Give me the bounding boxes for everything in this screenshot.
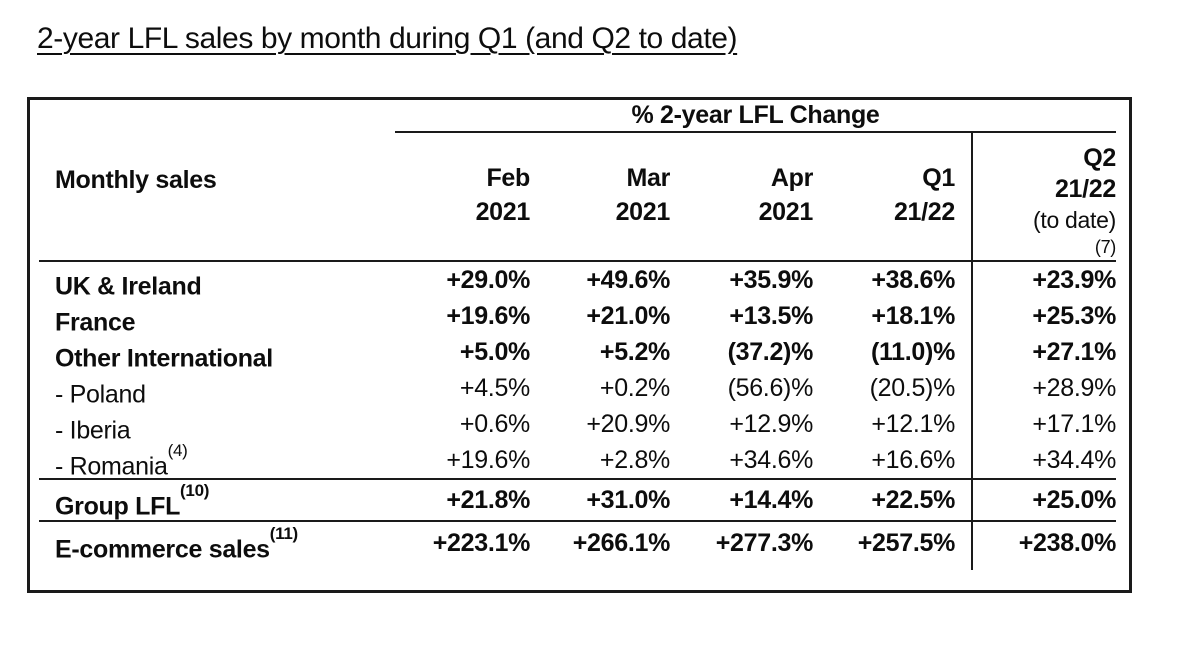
- cell-apr-2021: +12.9%: [729, 410, 813, 438]
- header-line2: 2021: [475, 198, 531, 226]
- header-line1: Q1: [922, 164, 955, 192]
- row-label: UK & Ireland: [30, 262, 395, 304]
- cell-feb-2021: +21.8%: [446, 486, 530, 514]
- column-header-q2: Q2 21/22 (to date) (7): [971, 133, 1129, 260]
- cell-mar-2021: +5.2%: [599, 338, 670, 366]
- cell-q2: +25.3%: [971, 298, 1129, 341]
- column-header-apr-2021: Apr 2021: [676, 133, 818, 260]
- cell-apr-2021: (56.6)%: [727, 374, 814, 402]
- group-header-cell: % 2-year LFL Change: [395, 100, 1116, 133]
- cell-q2: +28.9%: [971, 370, 1129, 413]
- cell-apr-2021: +34.6%: [729, 446, 813, 474]
- header-line1: Feb: [486, 164, 530, 192]
- column-header-feb-2021: Feb 2021: [395, 133, 536, 260]
- header-line2: 21/22: [893, 198, 955, 226]
- cell-q1: +12.1%: [871, 410, 955, 438]
- header-line2: 21/22: [1054, 175, 1116, 203]
- column-header-monthly-sales: Monthly sales: [55, 166, 217, 194]
- cell-apr-2021: +14.4%: [729, 486, 813, 514]
- row-label: - Iberia: [30, 406, 395, 448]
- row-label-text: Other International: [55, 344, 273, 373]
- cell-feb-2021: +4.5%: [459, 374, 530, 402]
- row-label: E-commerce sales(11): [30, 522, 395, 570]
- row-label-text: Group LFL: [55, 492, 181, 521]
- cell-feb-2021: +19.6%: [446, 302, 530, 330]
- cell-q1: +16.6%: [871, 446, 955, 474]
- cell-apr-2021: +35.9%: [729, 266, 813, 294]
- cell-q2: +25.0%: [971, 480, 1129, 527]
- cell-mar-2021: +21.0%: [586, 302, 670, 330]
- group-header-spacer: [30, 100, 395, 133]
- cell-mar-2021: +2.8%: [599, 446, 670, 474]
- header-line1: Mar: [626, 164, 670, 192]
- header-separator: [39, 260, 1116, 262]
- table-row-ecommerce-sales: E-commerce sales(11) +223.1% +266.1% +27…: [30, 522, 1129, 571]
- row-label: Group LFL(10): [30, 480, 395, 526]
- cell-feb-2021: +223.1%: [432, 529, 531, 557]
- row-label-footnote: (11): [269, 524, 298, 543]
- page-title: 2-year LFL sales by month during Q1 (and…: [37, 22, 738, 55]
- row-label-text: - Poland: [55, 380, 146, 409]
- column-header-q1: Q1 21/22: [818, 133, 971, 260]
- cell-q1: +38.6%: [871, 266, 955, 294]
- cell-mar-2021: +49.6%: [586, 266, 670, 294]
- header-to-date: (to date): [1033, 207, 1116, 233]
- row-label-footnote: (4): [167, 441, 188, 460]
- cell-q1: +257.5%: [857, 529, 956, 557]
- row-label-text: France: [55, 308, 136, 337]
- column-header-mar-2021: Mar 2021: [536, 133, 676, 260]
- cell-mar-2021: +20.9%: [586, 410, 670, 438]
- table-row-iberia: - Iberia +0.6% +20.9% +12.9% +12.1% +17.…: [30, 406, 1129, 449]
- header-footnote: (7): [1094, 237, 1116, 257]
- cell-feb-2021: +0.6%: [459, 410, 530, 438]
- row-label: - Romania(4): [30, 441, 395, 484]
- row-label-text: - Iberia: [55, 416, 131, 445]
- row-label: France: [30, 298, 395, 340]
- cell-q2: +23.9%: [971, 262, 1129, 305]
- row-label-text: - Romania: [55, 452, 168, 481]
- cell-feb-2021: +5.0%: [459, 338, 530, 366]
- table-row-poland: - Poland +4.5% +0.2% (56.6)% (20.5)% +28…: [30, 370, 1129, 413]
- row-label: - Poland: [30, 370, 395, 412]
- group-header-row: % 2-year LFL Change: [30, 100, 1129, 133]
- cell-mar-2021: +31.0%: [586, 486, 670, 514]
- cell-q2: +17.1%: [971, 406, 1129, 449]
- row-label-footnote: (10): [180, 481, 210, 500]
- table-row-other-international: Other International +5.0% +5.2% (37.2)% …: [30, 334, 1129, 377]
- cell-q2: +27.1%: [971, 334, 1129, 377]
- cell-apr-2021: +277.3%: [715, 529, 814, 557]
- ecommerce-separator: [39, 520, 1116, 522]
- cell-feb-2021: +29.0%: [446, 266, 530, 294]
- group-lfl-separator: [39, 478, 1116, 480]
- header-line1: Apr: [770, 164, 813, 192]
- cell-q1: +22.5%: [871, 486, 955, 514]
- cell-q1: (11.0)%: [870, 338, 955, 366]
- header-line1: Q2: [1083, 144, 1116, 172]
- row-label: Other International: [30, 334, 395, 376]
- row-label-text: UK & Ireland: [55, 272, 202, 301]
- group-header-label: % 2-year LFL Change: [631, 101, 880, 129]
- cell-apr-2021: +13.5%: [729, 302, 813, 330]
- header-line2: 2021: [758, 198, 814, 226]
- cell-q1: (20.5)%: [869, 374, 956, 402]
- cell-feb-2021: +19.6%: [446, 446, 530, 474]
- table-row-romania: - Romania(4) +19.6% +2.8% +34.6% +16.6% …: [30, 441, 1129, 485]
- table-row-uk-ireland: UK & Ireland +29.0% +49.6% +35.9% +38.6%…: [30, 262, 1129, 305]
- header-line2: 2021: [615, 198, 671, 226]
- table-row-group-lfl: Group LFL(10) +21.8% +31.0% +14.4% +22.5…: [30, 480, 1129, 527]
- cell-mar-2021: +0.2%: [599, 374, 670, 402]
- cell-q2: +34.4%: [971, 442, 1129, 485]
- column-header-row: Monthly sales Feb 2021 Mar 2021 Apr 2021…: [30, 133, 1129, 260]
- cell-mar-2021: +266.1%: [572, 529, 671, 557]
- cell-apr-2021: (37.2)%: [727, 338, 814, 366]
- row-label-text: E-commerce sales: [55, 535, 270, 564]
- lfl-sales-table: % 2-year LFL Change Monthly sales Feb 20…: [27, 97, 1132, 593]
- table-row-france: France +19.6% +21.0% +13.5% +18.1% +25.3…: [30, 298, 1129, 341]
- cell-q2: +238.0%: [971, 522, 1129, 571]
- cell-q1: +18.1%: [871, 302, 955, 330]
